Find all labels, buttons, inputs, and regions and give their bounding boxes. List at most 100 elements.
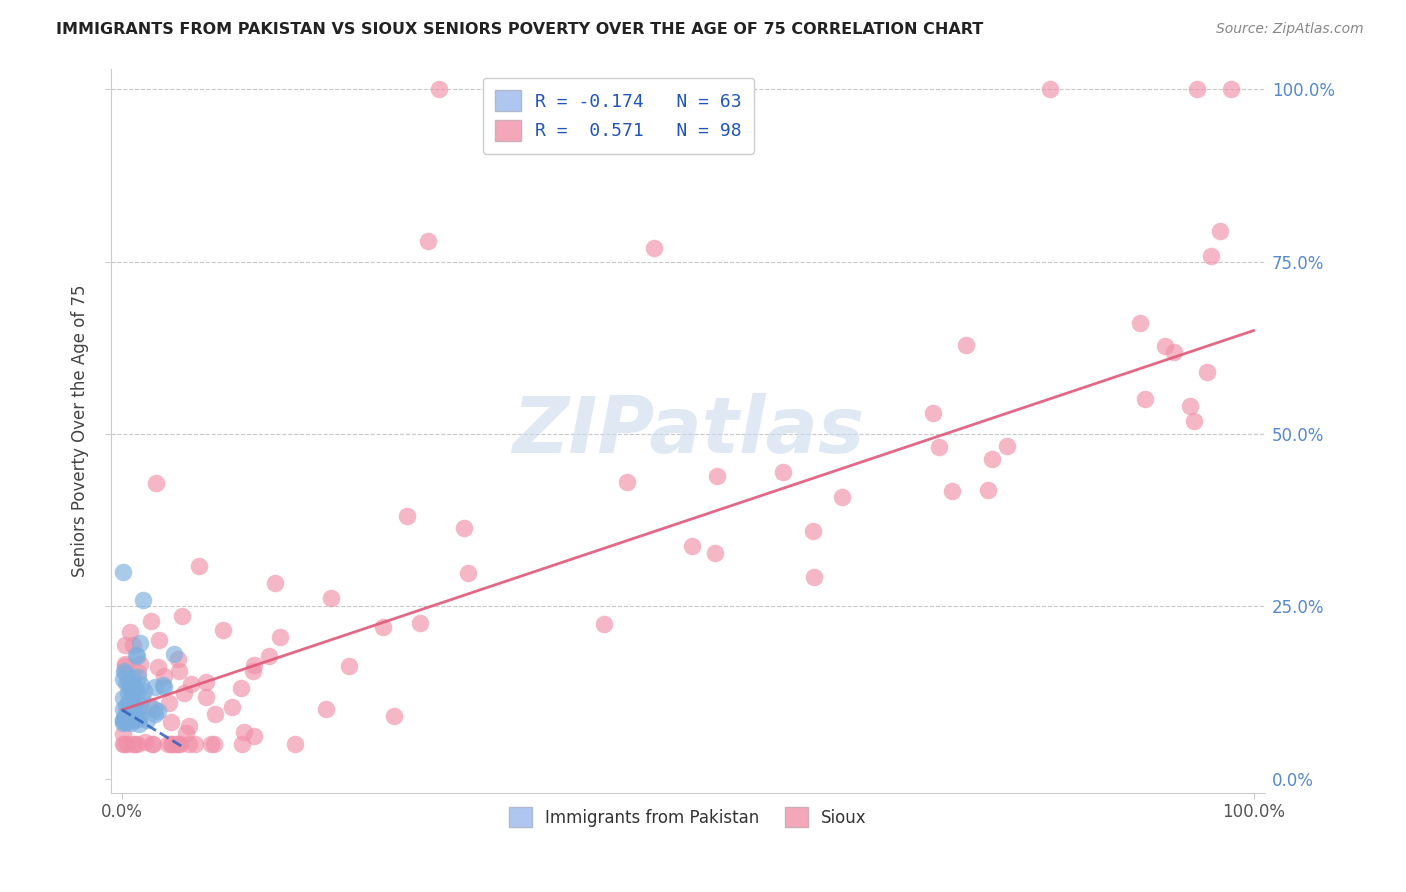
Point xyxy=(152,678,174,692)
Point xyxy=(121,690,143,704)
Point xyxy=(142,738,165,752)
Point xyxy=(120,703,142,717)
Point xyxy=(117,675,139,690)
Point xyxy=(141,738,163,752)
Point xyxy=(616,475,638,489)
Point xyxy=(772,465,794,479)
Point xyxy=(122,638,145,652)
Point xyxy=(1178,399,1201,413)
Point xyxy=(269,630,291,644)
Point xyxy=(195,690,218,704)
Point xyxy=(128,710,150,724)
Point xyxy=(373,620,395,634)
Point xyxy=(416,234,439,248)
Point xyxy=(122,738,145,752)
Point xyxy=(112,702,135,716)
Point xyxy=(129,678,152,692)
Point xyxy=(118,674,141,689)
Point xyxy=(157,738,180,752)
Point xyxy=(955,337,977,351)
Point xyxy=(233,724,256,739)
Point xyxy=(211,623,233,637)
Point xyxy=(114,698,136,713)
Point xyxy=(157,696,180,710)
Point xyxy=(177,719,200,733)
Point xyxy=(125,648,148,662)
Point xyxy=(408,616,430,631)
Point xyxy=(195,674,218,689)
Point xyxy=(114,666,136,681)
Point xyxy=(264,575,287,590)
Point xyxy=(188,558,211,573)
Point xyxy=(231,681,253,695)
Point xyxy=(284,738,307,752)
Point xyxy=(121,671,143,685)
Point xyxy=(643,241,665,255)
Point xyxy=(1182,414,1205,428)
Point xyxy=(120,682,142,697)
Point xyxy=(114,708,136,723)
Point xyxy=(453,521,475,535)
Point xyxy=(118,704,141,718)
Point xyxy=(315,702,337,716)
Point xyxy=(124,738,146,752)
Point xyxy=(1154,338,1177,352)
Point xyxy=(122,706,145,720)
Point xyxy=(120,678,142,692)
Point xyxy=(112,715,135,730)
Point xyxy=(167,664,190,678)
Point xyxy=(242,664,264,678)
Legend: Immigrants from Pakistan, Sioux: Immigrants from Pakistan, Sioux xyxy=(501,799,875,835)
Point xyxy=(118,694,141,708)
Point xyxy=(139,698,162,713)
Point xyxy=(121,701,143,715)
Point xyxy=(141,614,163,628)
Point xyxy=(180,677,202,691)
Point xyxy=(995,439,1018,453)
Point xyxy=(921,406,943,420)
Point xyxy=(114,657,136,672)
Point xyxy=(114,715,136,730)
Text: Source: ZipAtlas.com: Source: ZipAtlas.com xyxy=(1216,22,1364,37)
Point xyxy=(121,714,143,728)
Point xyxy=(321,591,343,605)
Point xyxy=(165,738,187,752)
Point xyxy=(127,712,149,726)
Point xyxy=(125,685,148,699)
Point xyxy=(1209,224,1232,238)
Point xyxy=(120,709,142,723)
Point xyxy=(112,738,135,752)
Point xyxy=(115,676,138,690)
Point xyxy=(831,490,853,504)
Point xyxy=(118,710,141,724)
Point xyxy=(131,592,153,607)
Point xyxy=(112,738,135,752)
Point xyxy=(146,660,169,674)
Point xyxy=(204,706,226,721)
Point xyxy=(115,714,138,729)
Point xyxy=(127,665,149,679)
Point xyxy=(169,738,191,752)
Point xyxy=(163,647,186,661)
Point xyxy=(129,698,152,712)
Point xyxy=(145,476,167,491)
Point xyxy=(1199,249,1222,263)
Point xyxy=(1185,82,1208,96)
Point xyxy=(243,729,266,743)
Point xyxy=(115,714,138,728)
Point xyxy=(1163,345,1185,359)
Point xyxy=(118,710,141,724)
Point xyxy=(117,695,139,709)
Point xyxy=(128,657,150,672)
Point xyxy=(143,707,166,722)
Point xyxy=(121,696,143,710)
Point xyxy=(115,738,138,752)
Point xyxy=(117,701,139,715)
Point xyxy=(112,672,135,686)
Point xyxy=(593,617,616,632)
Point xyxy=(115,706,138,721)
Point xyxy=(159,714,181,729)
Point xyxy=(160,738,183,752)
Point xyxy=(977,483,1000,498)
Point xyxy=(127,738,149,752)
